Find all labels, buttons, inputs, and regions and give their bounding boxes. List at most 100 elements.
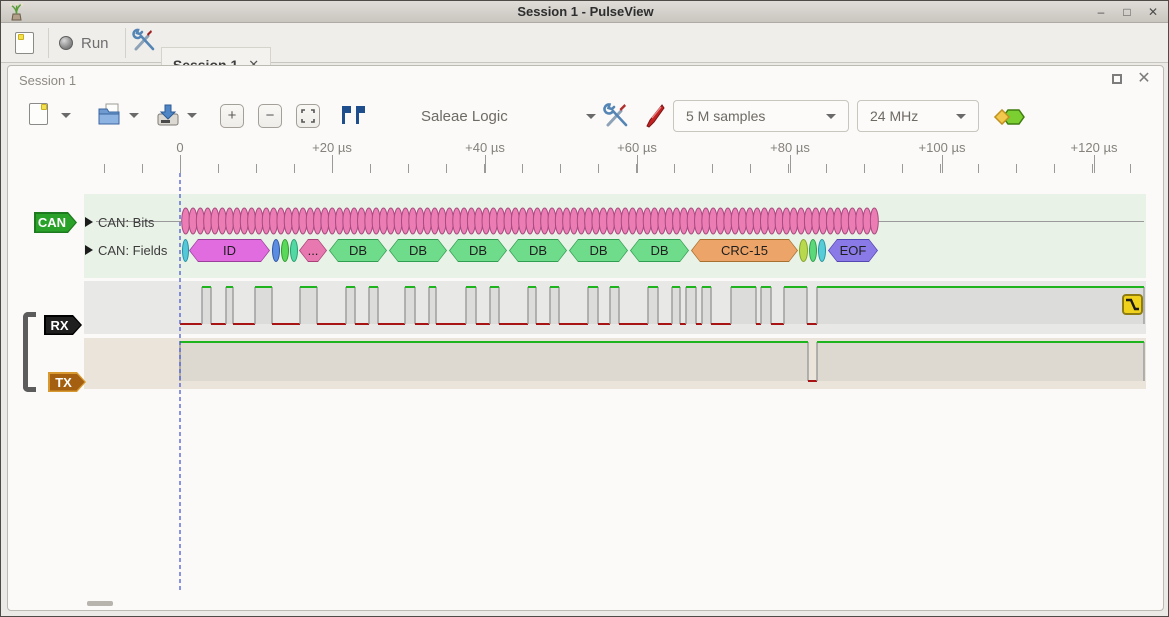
ruler-minor-tick — [902, 164, 903, 173]
wrench-screwdriver-icon — [603, 103, 628, 127]
decoder-icon — [993, 108, 1025, 126]
ruler-major-tick — [637, 155, 638, 173]
close-button[interactable]: ✕ — [1147, 5, 1159, 19]
maximize-button[interactable]: □ — [1123, 5, 1131, 19]
ruler-minor-tick — [484, 164, 485, 173]
expander-can-bits[interactable] — [85, 217, 93, 227]
ruler-label: +40 µs — [465, 140, 505, 155]
save-dropdown[interactable] — [187, 113, 197, 118]
save-button[interactable] — [155, 102, 181, 133]
device-label: Saleae Logic — [421, 107, 508, 125]
ruler-minor-tick — [750, 164, 751, 173]
decoder-tag-can[interactable]: CAN — [34, 212, 77, 233]
chevron-down-icon — [586, 113, 596, 119]
ruler-minor-tick — [408, 164, 409, 173]
ruler-label: +60 µs — [617, 140, 657, 155]
channel-tag-rx[interactable]: RX — [44, 315, 82, 335]
subwindow-restore-button[interactable] — [1109, 73, 1127, 87]
ruler-major-tick — [942, 155, 943, 173]
ruler-major-tick — [180, 155, 181, 173]
expander-can-fields[interactable] — [85, 245, 93, 255]
ruler-minor-tick — [1054, 164, 1055, 173]
tx-row-background — [84, 338, 1146, 389]
ruler-minor-tick — [560, 164, 561, 173]
ruler-label: +20 µs — [312, 140, 352, 155]
new-file-dropdown[interactable] — [61, 113, 71, 118]
ruler-major-tick — [790, 155, 791, 173]
probe-config-button[interactable] — [640, 103, 666, 134]
zoom-fit-button[interactable] — [296, 104, 320, 128]
window-title: Session 1 - PulseView — [517, 4, 654, 19]
device-select[interactable]: Saleae Logic — [421, 100, 596, 132]
ruler-minor-tick — [256, 164, 257, 173]
zoom-in-button[interactable]: + — [220, 104, 244, 128]
rx-tag-label: RX — [50, 317, 69, 333]
ruler-label: 0 — [176, 140, 184, 155]
ruler-major-tick — [332, 155, 333, 173]
horizontal-scrollbar-thumb[interactable] — [87, 601, 113, 606]
device-config-button[interactable] — [603, 102, 631, 135]
new-session-button[interactable] — [9, 27, 41, 59]
sample-rate-value: 24 MHz — [870, 108, 919, 124]
minimize-button[interactable]: – — [1097, 5, 1105, 19]
ruler-minor-tick — [864, 164, 865, 173]
add-decoder-button[interactable] — [993, 107, 1026, 132]
ruler-major-tick — [1094, 155, 1095, 173]
toolbar-separator — [125, 28, 126, 58]
probe-icon — [646, 104, 665, 128]
ruler-minor-tick — [826, 164, 827, 173]
ruler-minor-tick — [522, 164, 523, 173]
ruler-minor-tick — [104, 164, 105, 173]
tab-close-icon[interactable]: ✕ — [248, 56, 260, 72]
ruler-minor-tick — [712, 164, 713, 173]
ruler-minor-tick — [370, 164, 371, 173]
title-bar[interactable]: Session 1 - PulseView – □ ✕ — [1, 1, 1168, 23]
zoom-out-button[interactable]: − — [258, 104, 282, 128]
session-subwindow-title: Session 1 — [19, 73, 77, 88]
sample-rate-select[interactable]: 24 MHz — [857, 100, 979, 132]
chevron-down-icon — [826, 113, 836, 119]
decoder-row-background — [84, 194, 1146, 278]
ruler-label: +120 µs — [1070, 140, 1118, 155]
ruler-minor-tick — [1092, 164, 1093, 173]
settings-button[interactable] — [131, 27, 163, 59]
ruler-minor-tick — [978, 164, 979, 173]
open-dropdown[interactable] — [129, 113, 139, 118]
save-icon — [157, 104, 179, 126]
ruler-minor-tick — [218, 164, 219, 173]
ruler-minor-tick — [142, 164, 143, 173]
open-folder-icon — [98, 103, 120, 125]
sample-count-value: 5 M samples — [686, 108, 766, 124]
channel-tag-tx[interactable]: TX — [48, 372, 86, 392]
sample-count-select[interactable]: 5 M samples — [673, 100, 849, 132]
run-button[interactable]: Run — [55, 27, 119, 59]
ruler-label: +80 µs — [770, 140, 810, 155]
ruler-minor-tick — [788, 164, 789, 173]
wrench-screwdriver-icon — [132, 28, 155, 51]
trigger-marker-falling-edge[interactable] — [1122, 294, 1143, 315]
run-led-icon — [59, 36, 73, 50]
rx-row-background — [84, 281, 1146, 334]
restore-icon — [1112, 74, 1122, 84]
subwindow-close-button[interactable]: ✕ — [1137, 70, 1151, 87]
run-label: Run — [81, 34, 109, 52]
ruler-minor-tick — [674, 164, 675, 173]
tx-tag-label: TX — [55, 374, 72, 390]
ruler-minor-tick — [1130, 164, 1131, 173]
ruler-minor-tick — [1016, 164, 1017, 173]
time-ruler[interactable] — [84, 137, 1146, 173]
ruler-minor-tick — [446, 164, 447, 173]
open-button[interactable] — [97, 102, 123, 133]
app-icon — [9, 3, 24, 21]
zoom-fit-icon — [301, 109, 315, 123]
ruler-major-tick — [485, 155, 486, 173]
ruler-minor-tick — [294, 164, 295, 173]
ruler-label: +100 µs — [918, 140, 966, 155]
ruler-minor-tick — [636, 164, 637, 173]
ruler-minor-tick — [598, 164, 599, 173]
toolbar-separator — [48, 28, 49, 58]
decoder-tag-label: CAN — [37, 215, 67, 230]
trigger-marks-icon — [342, 106, 368, 129]
